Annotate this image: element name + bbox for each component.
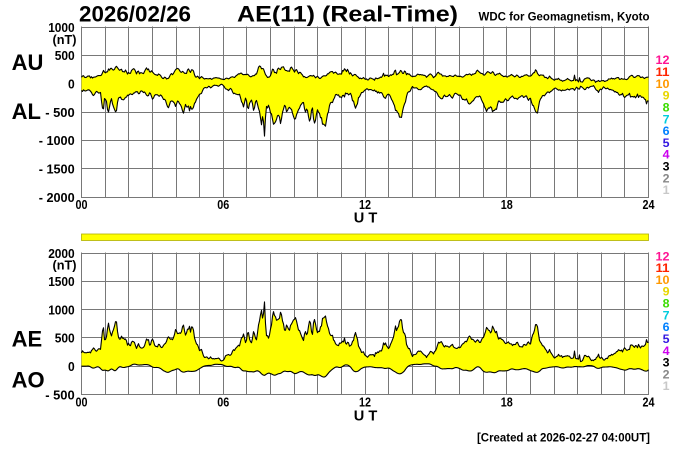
svg-text:24: 24 bbox=[643, 394, 656, 409]
svg-text:12: 12 bbox=[359, 197, 371, 212]
svg-text:2026/02/26: 2026/02/26 bbox=[79, 1, 191, 26]
svg-text:1000: 1000 bbox=[48, 302, 75, 317]
svg-text:12: 12 bbox=[656, 249, 670, 263]
svg-text:1: 1 bbox=[663, 379, 670, 393]
svg-text:24: 24 bbox=[643, 197, 656, 212]
svg-text:12: 12 bbox=[359, 394, 371, 409]
svg-text:0: 0 bbox=[68, 359, 75, 374]
svg-text:(nT): (nT) bbox=[53, 258, 77, 273]
svg-text:- 500: - 500 bbox=[45, 387, 75, 402]
svg-text:5: 5 bbox=[663, 136, 670, 150]
svg-text:10: 10 bbox=[656, 273, 670, 287]
svg-text:7: 7 bbox=[663, 112, 670, 126]
svg-text:500: 500 bbox=[55, 331, 75, 346]
svg-text:3: 3 bbox=[663, 356, 670, 370]
svg-text:AL: AL bbox=[12, 99, 41, 124]
svg-text:12: 12 bbox=[656, 53, 670, 67]
svg-text:1000: 1000 bbox=[48, 20, 75, 35]
svg-text:- 1500: - 1500 bbox=[39, 161, 75, 176]
svg-text:4: 4 bbox=[663, 344, 670, 358]
svg-text:2: 2 bbox=[663, 171, 670, 185]
svg-text:U T: U T bbox=[354, 209, 378, 226]
svg-text:5: 5 bbox=[663, 332, 670, 346]
svg-text:4: 4 bbox=[663, 148, 670, 162]
svg-text:1500: 1500 bbox=[48, 274, 75, 289]
svg-text:00: 00 bbox=[76, 394, 88, 409]
svg-text:3: 3 bbox=[663, 159, 670, 173]
svg-text:8: 8 bbox=[663, 100, 670, 114]
svg-text:6: 6 bbox=[663, 124, 670, 138]
svg-text:- 1000: - 1000 bbox=[39, 133, 75, 148]
svg-text:9: 9 bbox=[663, 89, 670, 103]
svg-text:U T: U T bbox=[354, 407, 378, 424]
svg-text:[Created at 2026-02-27 04:00UT: [Created at 2026-02-27 04:00UT] bbox=[477, 431, 650, 445]
svg-text:06: 06 bbox=[217, 197, 229, 212]
svg-text:10: 10 bbox=[656, 77, 670, 91]
svg-text:2: 2 bbox=[663, 367, 670, 381]
svg-text:AO: AO bbox=[12, 368, 45, 393]
svg-text:18: 18 bbox=[501, 394, 513, 409]
svg-text:AU: AU bbox=[12, 50, 44, 75]
svg-text:00: 00 bbox=[76, 197, 88, 212]
svg-text:AE: AE bbox=[12, 326, 43, 351]
svg-text:(nT): (nT) bbox=[53, 32, 77, 47]
svg-text:- 500: - 500 bbox=[45, 105, 75, 120]
svg-text:AE(11) (Real-Time): AE(11) (Real-Time) bbox=[237, 1, 458, 26]
svg-text:18: 18 bbox=[501, 197, 513, 212]
svg-text:11: 11 bbox=[656, 261, 670, 275]
svg-text:7: 7 bbox=[663, 308, 670, 322]
svg-text:500: 500 bbox=[55, 48, 75, 63]
svg-text:06: 06 bbox=[217, 394, 229, 409]
svg-text:1: 1 bbox=[663, 183, 670, 197]
svg-text:9: 9 bbox=[663, 285, 670, 299]
svg-text:11: 11 bbox=[656, 65, 670, 79]
svg-text:WDC for Geomagnetism, Kyoto: WDC for Geomagnetism, Kyoto bbox=[479, 9, 650, 23]
svg-text:6: 6 bbox=[663, 320, 670, 334]
svg-text:2000: 2000 bbox=[48, 246, 75, 261]
svg-text:8: 8 bbox=[663, 297, 670, 311]
svg-text:- 2000: - 2000 bbox=[39, 190, 75, 205]
svg-text:0: 0 bbox=[68, 76, 75, 91]
